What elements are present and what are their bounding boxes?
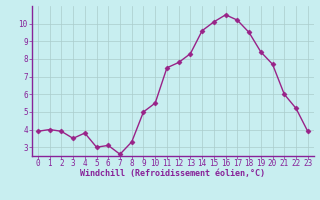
X-axis label: Windchill (Refroidissement éolien,°C): Windchill (Refroidissement éolien,°C) [80, 169, 265, 178]
